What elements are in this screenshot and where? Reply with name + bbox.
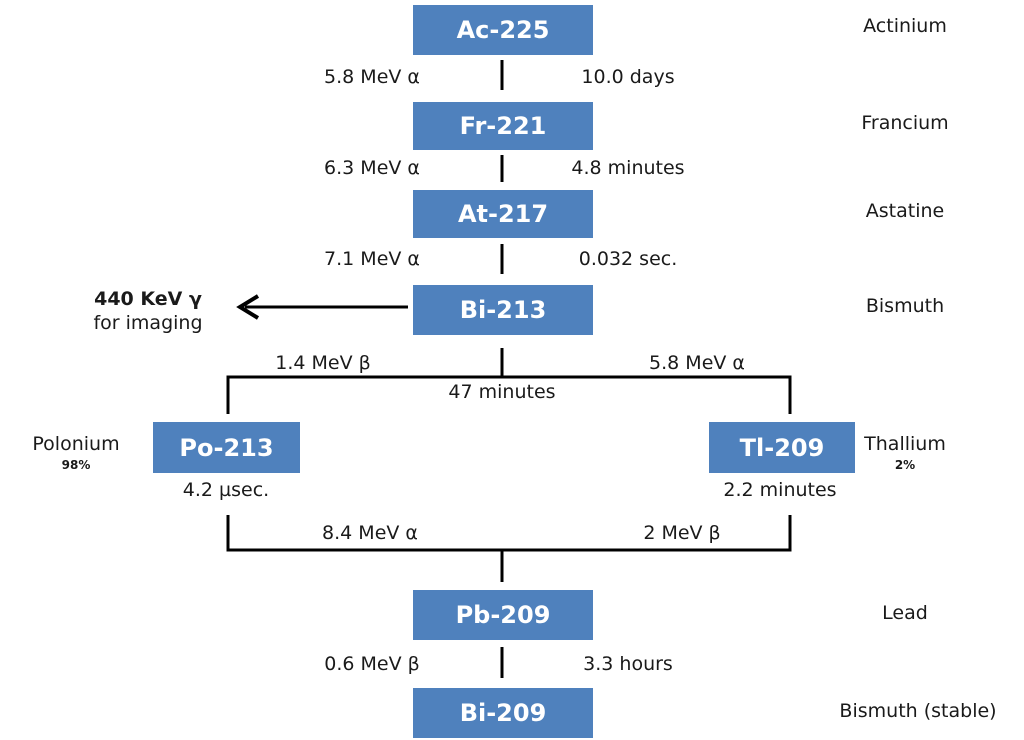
half-life: 2.2 minutes [723, 479, 837, 501]
half-life: 47 minutes [448, 381, 556, 403]
element-name: Francium [861, 112, 949, 134]
decay-energy: 5.8 MeV α [324, 66, 420, 88]
decay-energy: 5.8 MeV α [649, 352, 745, 374]
element-name: Bismuth [865, 295, 945, 317]
element-name: Lead [882, 602, 928, 624]
nuclide-bi209: Bi-209 [413, 688, 593, 738]
decay-energy: 7.1 MeV α [324, 248, 420, 270]
half-life: 0.032 sec. [578, 248, 678, 270]
nuclide-ac225: Ac-225 [413, 5, 593, 55]
decay-energy: 0.6 MeV β [324, 653, 420, 675]
element-name: Astatine [865, 200, 945, 222]
half-life: 3.3 hours [583, 653, 673, 675]
nuclide-tl209: Tl-209 [709, 422, 855, 473]
decay-energy: 6.3 MeV α [324, 157, 420, 179]
half-life: 10.0 days [581, 66, 675, 88]
decay-energy: 2 MeV β [643, 522, 721, 544]
gamma-note: for imaging [93, 312, 203, 334]
gamma-energy: 440 KeV γ [94, 288, 202, 310]
element-name: Actinium [863, 15, 947, 37]
nuclide-at217: At-217 [413, 190, 593, 238]
nuclide-po213: Po-213 [153, 422, 300, 473]
half-life: 4.8 minutes [571, 157, 685, 179]
nuclide-fr221: Fr-221 [413, 102, 593, 150]
nuclide-pb209: Pb-209 [413, 590, 593, 640]
branch-percent: 2% [894, 458, 916, 472]
element-name: Polonium [32, 433, 120, 455]
decay-energy: 1.4 MeV β [275, 352, 371, 374]
half-life: 4.2 µsec. [182, 479, 270, 501]
element-name: Thallium [864, 433, 946, 455]
element-name: Bismuth (stable) [839, 700, 997, 722]
branch-percent: 98% [61, 458, 91, 472]
decay-energy: 8.4 MeV α [322, 522, 418, 544]
nuclide-bi213: Bi-213 [413, 285, 593, 335]
